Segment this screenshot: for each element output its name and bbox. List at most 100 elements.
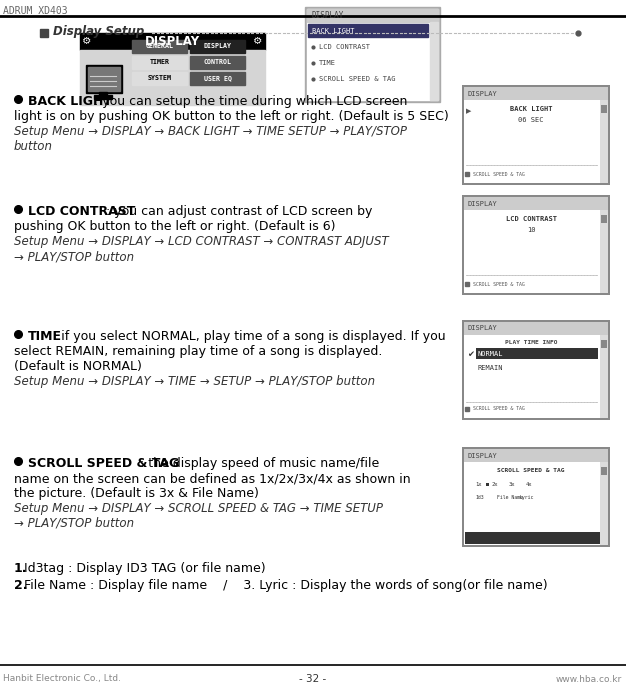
Text: DISPLAY: DISPLAY — [468, 325, 498, 332]
Text: → PLAY/STOP button: → PLAY/STOP button — [14, 250, 134, 263]
Text: Setup Menu → DISPLAY → TIME → SETUP → PLAY/STOP button: Setup Menu → DISPLAY → TIME → SETUP → PL… — [14, 375, 375, 388]
Text: light is on by pushing OK button to the left or right. (Default is 5 SEC): light is on by pushing OK button to the … — [14, 110, 449, 123]
Text: DISPLAY: DISPLAY — [468, 452, 498, 459]
Bar — [600, 335, 608, 418]
Bar — [601, 340, 607, 348]
Bar — [464, 322, 608, 335]
Text: LCD CONTRAST: LCD CONTRAST — [28, 205, 135, 218]
Text: www.hba.co.kr: www.hba.co.kr — [556, 675, 622, 683]
Bar — [490, 495, 495, 500]
Text: DISPLAY: DISPLAY — [468, 200, 498, 206]
Text: File Name : Display file name    /    3. Lyric : Display the words of song(or fi: File Name : Display file name / 3. Lyric… — [24, 579, 548, 592]
Text: → PLAY/STOP button: → PLAY/STOP button — [14, 517, 134, 530]
Bar — [464, 197, 608, 210]
Text: CONTROL: CONTROL — [203, 60, 232, 65]
Text: 4x: 4x — [526, 482, 533, 487]
Bar — [190, 72, 245, 85]
Text: pushing OK button to the left or right. (Default is 6): pushing OK button to the left or right. … — [14, 220, 336, 233]
Bar — [40, 29, 48, 37]
Bar — [464, 449, 608, 545]
Text: 1.: 1. — [14, 562, 28, 575]
Bar — [464, 449, 608, 462]
Text: DISPLAY: DISPLAY — [203, 44, 232, 49]
Text: NORMAL: NORMAL — [478, 350, 503, 357]
Bar — [307, 9, 438, 22]
Bar — [512, 495, 517, 500]
Text: Hanbit Electronic Co., Ltd.: Hanbit Electronic Co., Ltd. — [3, 675, 121, 683]
Text: USER EQ: USER EQ — [203, 76, 232, 81]
Bar — [86, 65, 122, 93]
Bar — [80, 33, 265, 50]
Text: ADRUM XD403: ADRUM XD403 — [3, 6, 68, 16]
Bar — [132, 40, 187, 53]
Bar — [600, 462, 608, 545]
Text: select REMAIN, remaining play time of a song is displayed.: select REMAIN, remaining play time of a … — [14, 345, 382, 358]
Text: REMAIN: REMAIN — [478, 365, 503, 371]
Text: (Default is NORMAL): (Default is NORMAL) — [14, 360, 142, 373]
Bar — [190, 56, 245, 69]
Text: Display Setup: Display Setup — [53, 26, 144, 38]
Bar — [464, 87, 608, 100]
Text: TIMER: TIMER — [150, 60, 170, 65]
Text: PLAY TIME INFO: PLAY TIME INFO — [505, 341, 557, 345]
Text: the picture. (Default is 3x & File Name): the picture. (Default is 3x & File Name) — [14, 487, 259, 500]
Bar — [502, 482, 507, 487]
Text: SCROLL SPEED & TAG: SCROLL SPEED & TAG — [473, 172, 525, 177]
Text: 10: 10 — [526, 227, 535, 233]
Text: SCROLL SPEED & TAG: SCROLL SPEED & TAG — [28, 457, 179, 470]
Bar — [430, 22, 438, 100]
Text: Id3tag : Display ID3 TAG (or file name): Id3tag : Display ID3 TAG (or file name) — [24, 562, 265, 575]
Bar — [600, 210, 608, 293]
Text: BACK LIGHT: BACK LIGHT — [510, 106, 552, 112]
Text: : if you select NORMAL, play time of a song is displayed. If you: : if you select NORMAL, play time of a s… — [53, 330, 446, 343]
Text: SCROLL SPEED & TAG: SCROLL SPEED & TAG — [497, 468, 565, 473]
Text: ▶: ▶ — [466, 108, 471, 114]
Bar — [464, 197, 608, 293]
Text: TIME: TIME — [28, 330, 62, 343]
Text: SCROLL SPEED & TAG: SCROLL SPEED & TAG — [473, 281, 525, 286]
Bar — [462, 85, 610, 185]
Text: name on the screen can be defined as 1x/2x/3x/4x as shown in: name on the screen can be defined as 1x/… — [14, 472, 411, 485]
Bar — [485, 482, 490, 487]
Text: - 32 -: - 32 - — [299, 674, 327, 684]
Text: 3x: 3x — [509, 482, 515, 487]
Text: DISPLAY: DISPLAY — [468, 90, 498, 97]
Bar — [464, 322, 608, 418]
Text: DISPLAY: DISPLAY — [311, 11, 344, 20]
Text: DISPLAY: DISPLAY — [145, 35, 200, 48]
Bar — [464, 87, 608, 183]
Text: BACK LIGHT: BACK LIGHT — [28, 95, 112, 108]
Bar — [476, 348, 598, 359]
Text: Id3: Id3 — [475, 495, 484, 500]
Text: SYSTEM: SYSTEM — [148, 76, 172, 81]
Bar — [132, 72, 187, 85]
Text: 2.: 2. — [14, 579, 28, 592]
Text: : the display speed of music name/file: : the display speed of music name/file — [140, 457, 379, 470]
Bar — [601, 215, 607, 223]
Bar — [307, 9, 438, 100]
Text: ⚙: ⚙ — [83, 37, 91, 47]
Bar — [486, 483, 489, 486]
Text: button: button — [14, 140, 53, 153]
Text: SCROLL SPEED & TAG: SCROLL SPEED & TAG — [319, 76, 396, 82]
Bar — [190, 40, 245, 53]
Bar — [601, 105, 607, 113]
Text: Setup Menu → DISPLAY → LCD CONTRAST → CONTRAST ADJUST: Setup Menu → DISPLAY → LCD CONTRAST → CO… — [14, 235, 389, 248]
Bar — [88, 67, 120, 91]
Text: TIME: TIME — [319, 60, 336, 66]
Bar — [462, 195, 610, 295]
Bar — [308, 24, 428, 37]
Bar — [94, 95, 112, 99]
Text: GENERAL: GENERAL — [145, 44, 173, 49]
Bar — [519, 482, 524, 487]
Text: 1x: 1x — [475, 482, 481, 487]
Bar — [601, 467, 607, 475]
Text: LCD CONTRAST: LCD CONTRAST — [319, 44, 370, 50]
Text: LCD CONTRAST: LCD CONTRAST — [506, 216, 557, 222]
Text: BACK LIGHT: BACK LIGHT — [312, 28, 354, 34]
Bar — [305, 7, 440, 102]
Bar — [467, 364, 475, 372]
Bar — [462, 447, 610, 547]
Bar — [462, 320, 610, 420]
Text: ⚙: ⚙ — [254, 37, 263, 47]
